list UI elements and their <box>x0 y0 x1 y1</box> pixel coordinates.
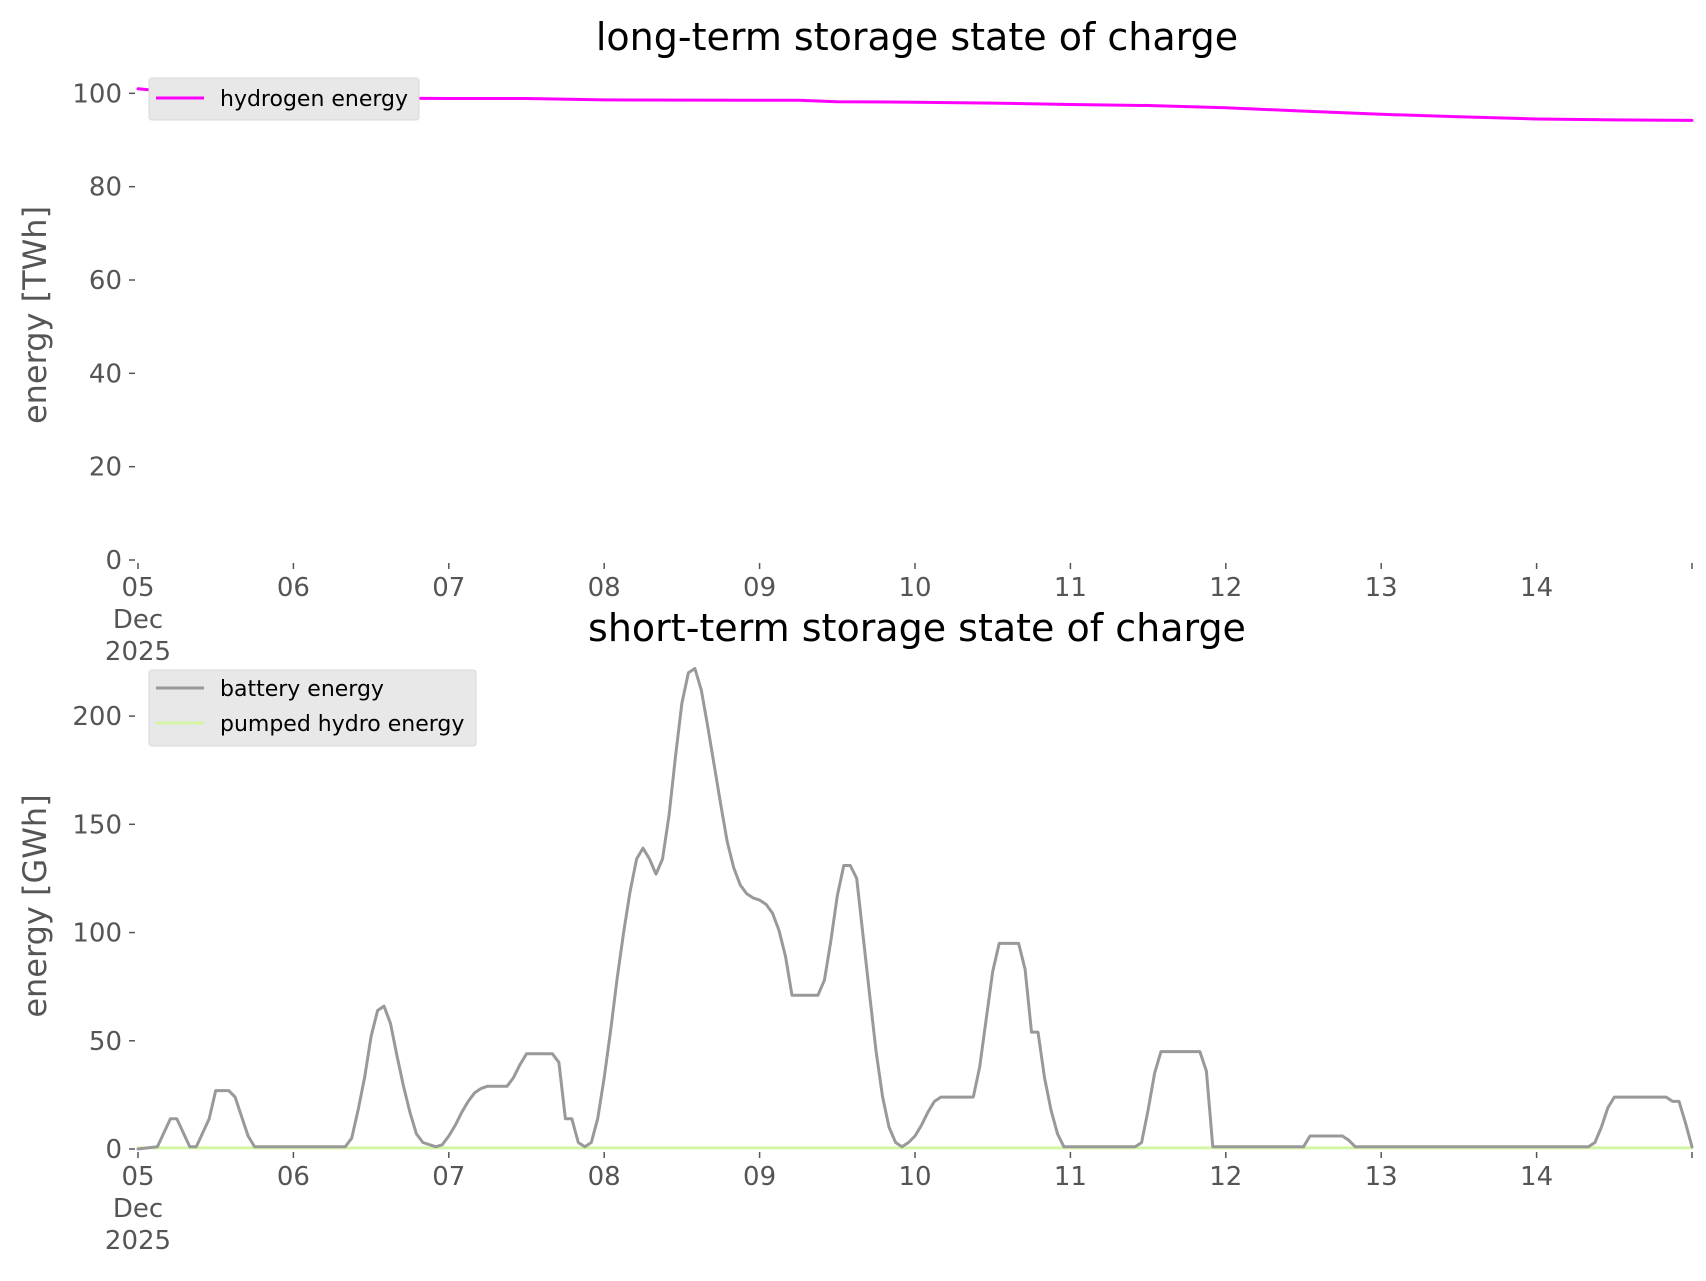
legend-box <box>148 77 420 121</box>
y-tick-label: 60 <box>89 266 122 296</box>
long-term-chart: long-term storage state of charge energy… <box>16 15 1694 667</box>
y-axis: 0 50 100 150 200 <box>72 702 135 1165</box>
x-tick-label: 12 <box>1209 1162 1242 1192</box>
short-term-chart: short-term storage state of charge energ… <box>16 606 1694 1256</box>
x-tick-label: 13 <box>1365 573 1398 603</box>
x-tick-label: 08 <box>588 1162 621 1192</box>
chart-title: long-term storage state of charge <box>596 15 1238 59</box>
legend-label-hydrogen-energy: hydrogen energy <box>220 87 408 112</box>
y-tick-label: 50 <box>89 1027 122 1057</box>
y-axis: 0 20 40 60 80 100 <box>72 79 135 576</box>
y-axis-label: energy [GWh] <box>16 794 54 1017</box>
y-tick-label: 100 <box>72 919 122 949</box>
x-tick-label: 11 <box>1054 1162 1087 1192</box>
x-tick-label-extra: 2025 <box>105 1226 171 1256</box>
x-tick-label: 06 <box>277 573 310 603</box>
y-axis-label: energy [TWh] <box>16 206 54 424</box>
x-tick-label: 05 <box>121 1162 154 1192</box>
x-tick-label: 13 <box>1365 1162 1398 1192</box>
x-tick-label: 07 <box>432 1162 465 1192</box>
series-line-battery-energy <box>136 667 1694 1151</box>
y-tick-label: 20 <box>89 453 122 483</box>
y-tick-label: 150 <box>72 810 122 840</box>
x-tick-label: 05 <box>121 573 154 603</box>
chart-title: short-term storage state of charge <box>588 606 1246 650</box>
x-tick-label-extra: 2025 <box>105 637 171 667</box>
x-tick-label: 08 <box>588 573 621 603</box>
x-tick-label: 10 <box>898 1162 931 1192</box>
y-tick-label: 0 <box>105 546 122 576</box>
x-tick-label: 06 <box>277 1162 310 1192</box>
x-tick-label: 09 <box>743 573 776 603</box>
y-tick-label: 100 <box>72 79 122 109</box>
x-tick-label: 11 <box>1054 573 1087 603</box>
x-tick-label: 10 <box>898 573 931 603</box>
y-tick-label: 40 <box>89 359 122 389</box>
y-tick-label: 80 <box>89 173 122 203</box>
x-tick-label: 14 <box>1520 1162 1553 1192</box>
x-tick-label: 12 <box>1209 573 1242 603</box>
x-tick-label: 14 <box>1520 573 1553 603</box>
x-tick-label: 09 <box>743 1162 776 1192</box>
legend-box <box>148 669 477 747</box>
plot-area <box>136 667 1694 1151</box>
legend: battery energy pumped hydro energy <box>148 669 477 747</box>
x-tick-label-extra: Dec <box>113 605 163 635</box>
legend: hydrogen energy <box>148 77 420 121</box>
x-tick-label: 07 <box>432 573 465 603</box>
legend-label-pumped-hydro-energy: pumped hydro energy <box>220 712 464 737</box>
x-tick-label-extra: Dec <box>113 1194 163 1224</box>
legend-label-battery-energy: battery energy <box>220 677 384 702</box>
y-tick-label: 0 <box>105 1135 122 1165</box>
y-tick-label: 200 <box>72 702 122 732</box>
